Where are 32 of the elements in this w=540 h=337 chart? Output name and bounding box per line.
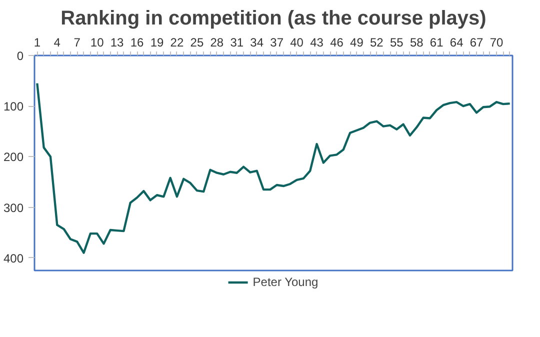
x-tick-label: 7 (74, 36, 81, 50)
x-tick-label: 40 (290, 36, 304, 50)
legend-label: Peter Young (252, 275, 318, 289)
x-tick-label: 22 (170, 36, 184, 50)
x-tick-label: 52 (370, 36, 384, 50)
x-tick-label: 49 (350, 36, 364, 50)
x-tick-label: 19 (150, 36, 164, 50)
y-tick-label: 0 (16, 49, 24, 63)
x-tick-label: 31 (230, 36, 244, 50)
x-tick-label: 1 (34, 36, 41, 50)
x-tick-label: 61 (430, 36, 444, 50)
y-tick-label: 300 (3, 200, 24, 215)
y-tick-label: 400 (3, 251, 24, 266)
x-tick-label: 13 (110, 36, 124, 50)
x-tick-label: 25 (190, 36, 204, 50)
x-tick-label: 4 (54, 36, 61, 50)
x-tick-label: 46 (330, 36, 344, 50)
x-tick-label: 70 (490, 36, 504, 50)
line-series (36, 82, 511, 254)
x-tick-label: 16 (130, 36, 144, 50)
chart-title: Ranking in competition (as the course plays) (60, 8, 486, 30)
x-tick-label: 58 (410, 36, 424, 50)
x-tick-label: 55 (390, 36, 404, 50)
x-tick-label: 10 (90, 36, 104, 50)
x-tick-label: 28 (210, 36, 224, 50)
x-tick-label: 34 (250, 36, 264, 50)
x-tick-label: 43 (310, 36, 324, 50)
y-tick-label: 100 (3, 100, 24, 114)
x-tick-label: 37 (270, 36, 284, 50)
x-tick-label: 64 (450, 36, 464, 50)
x-tick-label: 67 (470, 36, 484, 50)
y-tick-label: 200 (3, 150, 24, 164)
